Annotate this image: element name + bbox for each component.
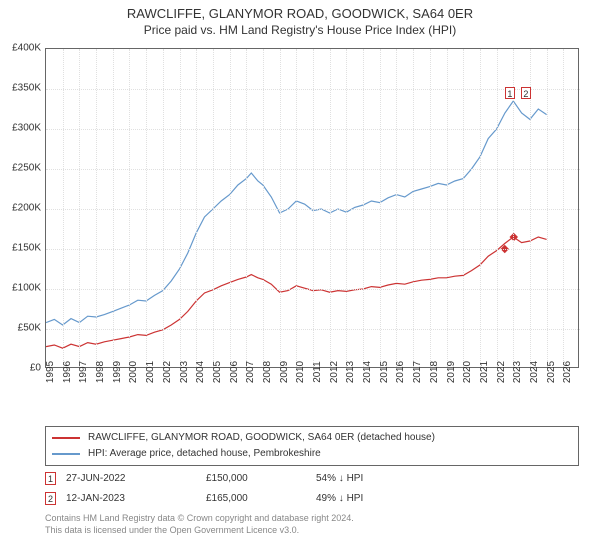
x-axis-label: 2001: [145, 361, 156, 383]
gridline-v: [497, 49, 498, 369]
legend-item: RAWCLIFFE, GLANYMOR ROAD, GOODWICK, SA64…: [52, 430, 572, 446]
plot-area: 12: [45, 48, 579, 368]
x-axis-label: 1995: [45, 361, 56, 383]
gridline-v: [113, 49, 114, 369]
gridline-v: [447, 49, 448, 369]
gridline-v: [163, 49, 164, 369]
gridline-v: [230, 49, 231, 369]
x-axis-label: 2022: [496, 361, 507, 383]
gridline-v: [430, 49, 431, 369]
y-axis-label: £0: [0, 363, 41, 374]
x-axis-label: 2003: [179, 361, 190, 383]
x-axis-label: 2014: [362, 361, 373, 383]
gridline-v: [296, 49, 297, 369]
x-axis-label: 1997: [78, 361, 89, 383]
datapoint-price: £150,000: [206, 473, 306, 484]
x-axis-label: 2011: [312, 361, 323, 383]
gridline-v: [396, 49, 397, 369]
x-axis-label: 2016: [395, 361, 406, 383]
y-axis-label: £100K: [0, 283, 41, 294]
x-axis-label: 2008: [262, 361, 273, 383]
chart-title: RAWCLIFFE, GLANYMOR ROAD, GOODWICK, SA64…: [0, 6, 600, 21]
footer-line-1: Contains HM Land Registry data © Crown c…: [45, 512, 579, 524]
gridline-v: [180, 49, 181, 369]
x-axis-label: 2024: [529, 361, 540, 383]
gridline-v: [480, 49, 481, 369]
y-axis-label: £400K: [0, 43, 41, 54]
x-axis-label: 2002: [162, 361, 173, 383]
x-axis-label: 1996: [62, 361, 73, 383]
datapoint-relative: 49% ↓ HPI: [316, 493, 416, 504]
gridline-v: [63, 49, 64, 369]
gridline-v: [313, 49, 314, 369]
gridline-v: [246, 49, 247, 369]
legend: RAWCLIFFE, GLANYMOR ROAD, GOODWICK, SA64…: [45, 426, 579, 466]
legend-label: RAWCLIFFE, GLANYMOR ROAD, GOODWICK, SA64…: [88, 430, 435, 446]
x-axis-label: 2007: [245, 361, 256, 383]
x-axis-label: 2012: [329, 361, 340, 383]
datapoint-date: 12-JAN-2023: [66, 493, 196, 504]
gridline-v: [563, 49, 564, 369]
x-axis-label: 1998: [95, 361, 106, 383]
datapoint-relative: 54% ↓ HPI: [316, 473, 416, 484]
legend-item: HPI: Average price, detached house, Pemb…: [52, 446, 572, 462]
y-axis-label: £150K: [0, 243, 41, 254]
x-axis-label: 2005: [212, 361, 223, 383]
legend-swatch: [52, 453, 80, 455]
x-axis-label: 2019: [446, 361, 457, 383]
x-axis-label: 2023: [512, 361, 523, 383]
y-axis-label: £300K: [0, 123, 41, 134]
datapoint-index: 2: [45, 492, 56, 505]
x-axis-label: 2009: [279, 361, 290, 383]
gridline-v: [213, 49, 214, 369]
x-axis-label: 2006: [229, 361, 240, 383]
gridline-v: [96, 49, 97, 369]
gridline-v: [547, 49, 548, 369]
x-axis-label: 2010: [295, 361, 306, 383]
x-axis-label: 2021: [479, 361, 490, 383]
x-axis-label: 2025: [546, 361, 557, 383]
gridline-v: [196, 49, 197, 369]
gridline-v: [363, 49, 364, 369]
datapoint-row: 2 12-JAN-2023 £165,000 49% ↓ HPI: [45, 488, 579, 508]
y-axis-label: £250K: [0, 163, 41, 174]
footer-line-2: This data is licensed under the Open Gov…: [45, 524, 579, 536]
callout-label: 1: [505, 87, 515, 99]
legend-swatch: [52, 437, 80, 439]
x-axis-label: 2000: [128, 361, 139, 383]
x-axis-label: 2015: [379, 361, 390, 383]
datapoint-date: 27-JUN-2022: [66, 473, 196, 484]
datapoint-index: 1: [45, 472, 56, 485]
y-axis-label: £200K: [0, 203, 41, 214]
legend-label: HPI: Average price, detached house, Pemb…: [88, 446, 321, 462]
gridline-v: [79, 49, 80, 369]
x-axis-label: 2018: [429, 361, 440, 383]
x-axis-label: 1999: [112, 361, 123, 383]
gridline-v: [463, 49, 464, 369]
footer-attribution: Contains HM Land Registry data © Crown c…: [45, 512, 579, 536]
chart-subtitle: Price paid vs. HM Land Registry's House …: [0, 23, 600, 37]
datapoint-price: £165,000: [206, 493, 306, 504]
x-axis-label: 2004: [195, 361, 206, 383]
gridline-v: [263, 49, 264, 369]
x-axis-label: 2026: [562, 361, 573, 383]
gridline-v: [146, 49, 147, 369]
datapoint-table: 1 27-JUN-2022 £150,000 54% ↓ HPI 2 12-JAN-202…: [45, 468, 579, 508]
callout-label: 2: [521, 87, 531, 99]
gridline-v: [380, 49, 381, 369]
chart-area: 12 £0£50K£100K£150K£200K£250K£300K£350K£…: [45, 48, 579, 393]
gridline-v: [346, 49, 347, 369]
datapoint-row: 1 27-JUN-2022 £150,000 54% ↓ HPI: [45, 468, 579, 488]
gridline-v: [129, 49, 130, 369]
x-axis-label: 2020: [462, 361, 473, 383]
x-axis-label: 2013: [345, 361, 356, 383]
y-axis-label: £50K: [0, 323, 41, 334]
gridline-v: [280, 49, 281, 369]
x-axis-label: 2017: [412, 361, 423, 383]
y-axis-label: £350K: [0, 83, 41, 94]
gridline-v: [413, 49, 414, 369]
gridline-v: [330, 49, 331, 369]
